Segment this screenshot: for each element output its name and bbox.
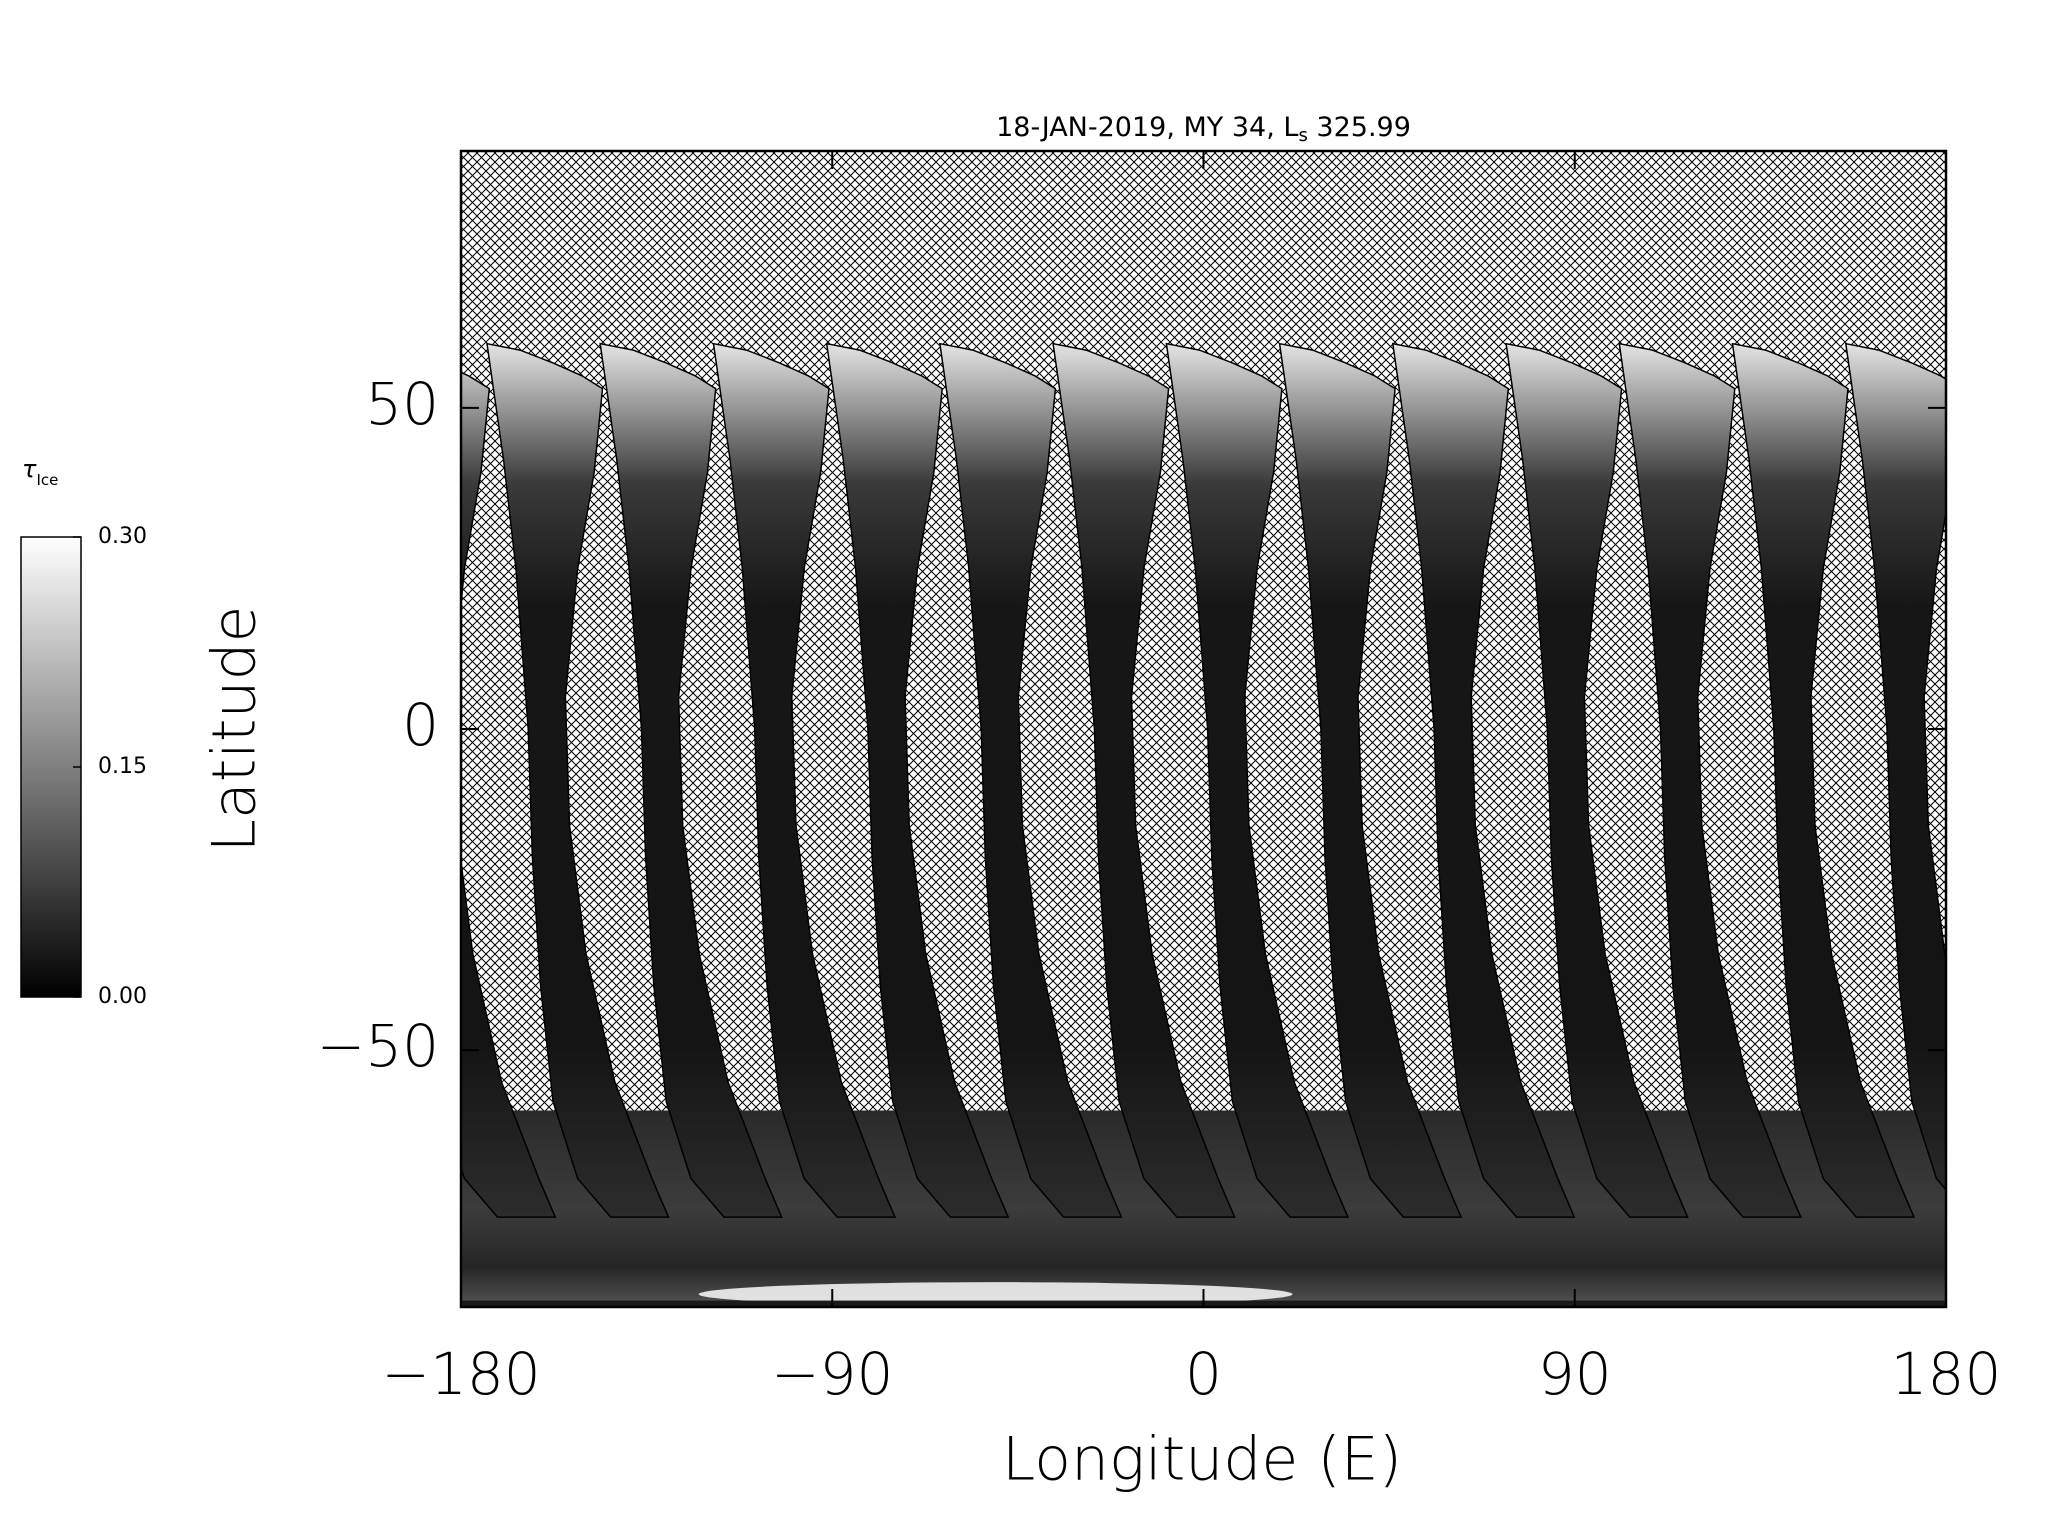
colorbar-subscript: Ice: [36, 471, 58, 489]
orbit-swath: [486, 342, 670, 1218]
orbit-swath: [825, 342, 1010, 1218]
orbit-swath: [599, 342, 783, 1218]
orbit-swath: [712, 342, 897, 1218]
x-tick-label: 0: [1185, 1340, 1222, 1408]
title-tail: 325.99: [1308, 112, 1411, 143]
title-main: 18-JAN-2019, MY 34, L: [996, 112, 1298, 143]
colorbar: 0.00 0.15 0.30: [20, 524, 147, 1009]
axes: −180 −90 0 90 180 −50 0 50: [317, 149, 2002, 1408]
x-tick-label: −90: [771, 1340, 893, 1408]
x-axis-label: Longitude (E): [1002, 1425, 1402, 1495]
orbit-swath: [1278, 342, 1463, 1218]
x-tick-label: 90: [1538, 1340, 1612, 1408]
y-tick-label: 50: [365, 370, 439, 438]
colorbar-label: τIce: [22, 455, 58, 489]
orbit-swath: [939, 342, 1123, 1218]
orbit-swath: [1844, 342, 1946, 1191]
orbit-swath: [461, 371, 557, 1218]
y-axis-label: Latitude: [200, 606, 270, 853]
y-tick-label: −50: [317, 1012, 439, 1080]
colorbar-symbol: τ: [22, 455, 37, 483]
title-subscript: s: [1298, 125, 1307, 146]
polar-cap: [698, 1282, 1293, 1307]
x-tick-label: −180: [381, 1340, 540, 1408]
colorbar-tick-label: 0.30: [98, 524, 147, 549]
orbit-swath: [1618, 342, 1802, 1218]
orbit-swath: [1505, 342, 1689, 1218]
orbit-swath: [1391, 342, 1576, 1218]
colorbar-tick-label: 0.00: [98, 984, 147, 1009]
colorbar-scale: [20, 536, 82, 998]
orbit-swath: [1052, 342, 1236, 1218]
chart-title: 18-JAN-2019, MY 34, Ls 325.99: [996, 112, 1411, 147]
orbit-swath: [1165, 342, 1350, 1218]
y-tick-label: 0: [402, 691, 439, 759]
orbit-swath: [1959, 344, 2048, 1217]
colorbar-tick-label: 0.15: [98, 754, 147, 779]
x-tick-label: 180: [1891, 1340, 2002, 1408]
map-area: [461, 151, 2048, 1307]
orbit-swath: [1731, 342, 1916, 1218]
